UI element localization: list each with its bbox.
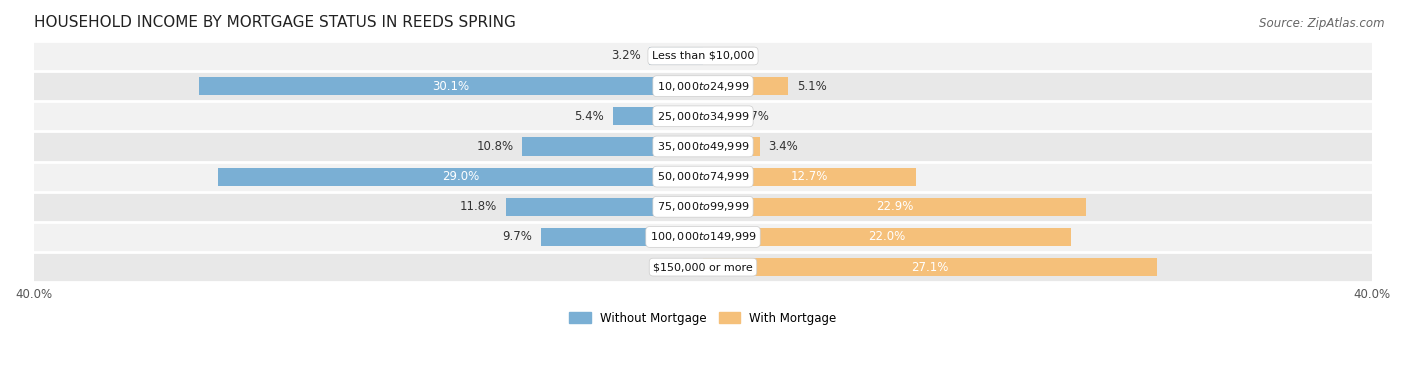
Bar [703,107,731,125]
Text: 1.7%: 1.7% [740,110,769,123]
Text: 12.7%: 12.7% [790,170,828,183]
Bar [218,167,703,186]
Bar [34,192,1372,222]
Bar [34,222,1372,252]
Bar [200,77,703,95]
Bar [703,198,1087,216]
Text: 29.0%: 29.0% [441,170,479,183]
Text: $50,000 to $74,999: $50,000 to $74,999 [657,170,749,183]
Text: $100,000 to $149,999: $100,000 to $149,999 [650,231,756,243]
Text: 3.4%: 3.4% [768,140,799,153]
Bar [541,228,703,246]
Text: HOUSEHOLD INCOME BY MORTGAGE STATUS IN REEDS SPRING: HOUSEHOLD INCOME BY MORTGAGE STATUS IN R… [34,15,516,30]
Bar [613,107,703,125]
Bar [506,198,703,216]
Text: 10.8%: 10.8% [477,140,513,153]
Text: 22.0%: 22.0% [869,231,905,243]
Text: 0.0%: 0.0% [665,260,695,274]
Text: $35,000 to $49,999: $35,000 to $49,999 [657,140,749,153]
Text: 5.4%: 5.4% [575,110,605,123]
Text: 9.7%: 9.7% [502,231,533,243]
Bar [703,167,915,186]
Text: $150,000 or more: $150,000 or more [654,262,752,272]
Text: $75,000 to $99,999: $75,000 to $99,999 [657,200,749,213]
Bar [703,77,789,95]
Text: $10,000 to $24,999: $10,000 to $24,999 [657,80,749,93]
Bar [703,228,1071,246]
Text: 3.2%: 3.2% [612,50,641,62]
Text: 11.8%: 11.8% [460,200,498,213]
Legend: Without Mortgage, With Mortgage: Without Mortgage, With Mortgage [565,307,841,329]
Text: 5.1%: 5.1% [797,80,827,93]
Text: 22.9%: 22.9% [876,200,914,213]
Bar [34,252,1372,282]
Bar [34,71,1372,101]
Text: Source: ZipAtlas.com: Source: ZipAtlas.com [1260,17,1385,30]
Bar [34,41,1372,71]
Text: 0.0%: 0.0% [711,50,741,62]
Text: Less than $10,000: Less than $10,000 [652,51,754,61]
Text: $25,000 to $34,999: $25,000 to $34,999 [657,110,749,123]
Bar [34,161,1372,192]
Text: 30.1%: 30.1% [433,80,470,93]
Bar [522,138,703,155]
Bar [703,138,759,155]
Bar [34,132,1372,161]
Bar [703,258,1157,276]
Bar [34,101,1372,132]
Text: 27.1%: 27.1% [911,260,949,274]
Bar [650,47,703,65]
